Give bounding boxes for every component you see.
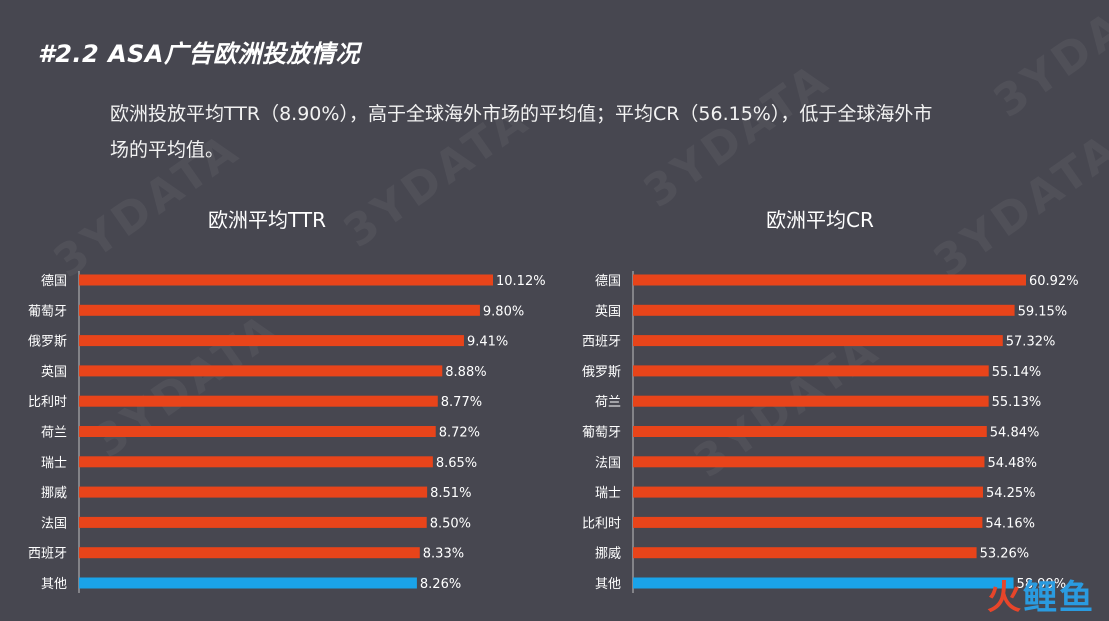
ttr-value-label: 8.77% [441, 395, 482, 410]
intro-text: 欧洲投放平均TTR（8.90%），高于全球海外市场的平均值；平均CR（56.15… [110, 96, 1030, 168]
ttr-bar [79, 486, 428, 498]
ttr-category-label: 俄罗斯 [28, 335, 67, 350]
brand-logo: 火鲤鱼 [987, 570, 1095, 619]
cr-value-label: 60.92% [1029, 274, 1079, 289]
ttr-category-label: 挪威 [41, 486, 67, 501]
page-title: #2.2 ASA广告欧洲投放情况 [38, 40, 361, 68]
cr-bar [633, 547, 977, 559]
cr-value-label: 55.13% [992, 395, 1042, 410]
cr-bar [633, 365, 989, 377]
ttr-value-label: 10.12% [496, 274, 546, 289]
ttr-value-label: 9.80% [483, 304, 524, 319]
cr-category-label: 法国 [595, 456, 621, 471]
ttr-category-label: 法国 [41, 516, 67, 531]
cr-bar [633, 304, 1015, 316]
cr-bar [633, 516, 983, 528]
ttr-category-label: 瑞士 [41, 456, 67, 471]
cr-category-label: 其他 [595, 577, 621, 592]
ttr-category-label: 荷兰 [41, 426, 67, 441]
cr-value-label: 54.16% [985, 516, 1035, 531]
ttr-category-label: 德国 [41, 274, 67, 289]
cr-bar [633, 456, 985, 468]
ttr-bar [79, 395, 438, 407]
cr-category-label: 挪威 [595, 547, 621, 562]
cr-value-label: 54.48% [987, 456, 1037, 471]
cr-bar [633, 426, 987, 437]
cr-value-label: 57.32% [1006, 335, 1056, 350]
ttr-value-label: 8.26% [420, 577, 461, 592]
ttr-bar [79, 335, 464, 347]
logo-char-carp: 鲤鱼 [1023, 578, 1095, 618]
ttr-bar [79, 516, 427, 528]
ttr-category-label: 其他 [41, 577, 67, 592]
ttr-bar [79, 274, 493, 286]
ttr-category-label: 比利时 [28, 395, 67, 410]
ttr-bar [79, 577, 417, 589]
ttr-value-label: 8.51% [430, 486, 471, 501]
cr-value-label: 58.99% [1017, 577, 1067, 592]
cr-bar [633, 335, 1003, 347]
cr-bar [633, 486, 983, 498]
ttr-value-label: 8.72% [439, 426, 480, 441]
cr-value-label: 59.15% [1018, 304, 1068, 319]
cr-chart-title: 欧洲平均CR [766, 208, 874, 232]
ttr-value-label: 8.88% [445, 365, 486, 380]
ttr-value-label: 9.41% [467, 335, 508, 350]
ttr-bar [79, 426, 436, 437]
cr-value-label: 54.84% [990, 426, 1040, 441]
ttr-value-label: 8.50% [430, 516, 471, 531]
ttr-category-label: 葡萄牙 [28, 304, 67, 319]
cr-category-label: 荷兰 [595, 395, 621, 410]
cr-category-label: 瑞士 [595, 486, 621, 501]
ttr-category-label: 英国 [41, 365, 67, 380]
ttr-bar [79, 304, 480, 316]
cr-value-label: 55.14% [992, 365, 1042, 380]
cr-category-label: 俄罗斯 [582, 365, 621, 380]
intro-line-2: 场的平均值。 [110, 139, 225, 161]
cr-category-label: 英国 [595, 304, 621, 319]
cr-category-label: 德国 [595, 274, 621, 289]
intro-line-1: 欧洲投放平均TTR（8.90%），高于全球海外市场的平均值；平均CR（56.15… [110, 103, 933, 125]
logo-char-fire: 火 [987, 578, 1023, 618]
cr-category-label: 比利时 [582, 516, 621, 531]
ttr-bar [79, 365, 443, 377]
cr-bar [633, 577, 1014, 589]
cr-value-label: 53.26% [980, 547, 1030, 562]
ttr-category-label: 西班牙 [28, 547, 67, 562]
ttr-bar [79, 456, 433, 468]
ttr-value-label: 8.65% [436, 456, 477, 471]
cr-category-label: 西班牙 [582, 335, 621, 350]
ttr-value-label: 8.33% [423, 547, 464, 562]
ttr-bar [79, 547, 420, 559]
cr-bar [633, 395, 989, 407]
cr-value-label: 54.25% [986, 486, 1036, 501]
cr-category-label: 葡萄牙 [582, 426, 621, 441]
ttr-chart-title: 欧洲平均TTR [208, 208, 326, 232]
cr-bar [633, 274, 1026, 286]
